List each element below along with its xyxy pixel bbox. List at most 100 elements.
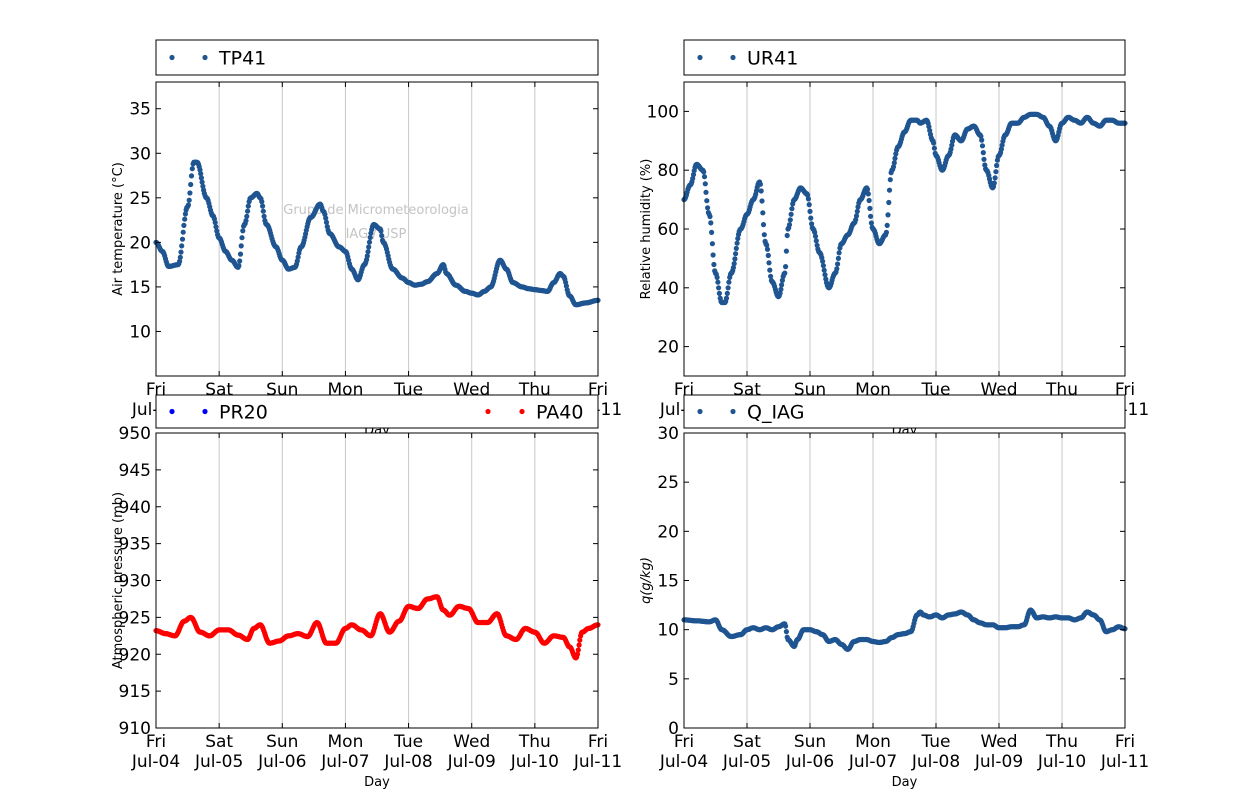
- legend-label: TP41: [218, 48, 266, 70]
- data-point: [868, 213, 874, 219]
- data-point: [865, 191, 871, 197]
- data-point: [367, 234, 373, 241]
- x-tick-label-date: Jul-11: [573, 752, 622, 772]
- data-point: [294, 258, 300, 264]
- data-point: [378, 228, 384, 234]
- data-point: [864, 186, 871, 192]
- data-point: [807, 208, 813, 214]
- x-tick-label-date: Jul-07: [320, 752, 369, 772]
- data-point: [574, 651, 581, 657]
- legend-label: PR20: [219, 402, 268, 424]
- data-point: [789, 206, 795, 212]
- y-tick-label: 915: [119, 682, 151, 702]
- y-tick-label: 40: [657, 279, 679, 299]
- x-tick-label-day: Fri: [674, 732, 694, 752]
- data-point: [890, 164, 897, 170]
- data-point: [782, 270, 788, 276]
- legend-label: PA40: [536, 402, 583, 424]
- data-point: [179, 243, 185, 249]
- x-tick-label-day: Fri: [1115, 732, 1135, 752]
- x-tick-label-date: Jul-10: [510, 752, 559, 772]
- legend-label: Q_IAG: [747, 402, 804, 424]
- x-tick-label-day: Mon: [328, 732, 364, 752]
- y-tick-label: 935: [119, 535, 151, 555]
- x-tick-label-date: Jul-08: [911, 752, 960, 772]
- data-point: [788, 211, 794, 217]
- data-point: [757, 181, 764, 187]
- x-tick-label-date: Jul-09: [447, 752, 496, 772]
- data-point: [764, 246, 771, 252]
- data-point: [245, 208, 251, 214]
- data-point: [708, 220, 714, 226]
- y-tick-label: 30: [129, 144, 151, 164]
- data-point: [178, 249, 184, 255]
- data-point: [834, 266, 840, 272]
- data-point: [927, 127, 933, 134]
- x-tick-label-date: Jul-08: [383, 752, 432, 772]
- y-tick-label: 10: [129, 322, 151, 342]
- data-point: [761, 232, 767, 238]
- data-point: [366, 244, 372, 250]
- legend-marker: [730, 54, 736, 61]
- data-point: [982, 162, 988, 168]
- data-point: [733, 251, 739, 257]
- data-point: [835, 255, 842, 261]
- data-point: [198, 171, 204, 177]
- data-point: [724, 290, 730, 296]
- y-tick-label: 5: [668, 670, 679, 690]
- data-point: [702, 181, 708, 187]
- data-point: [177, 254, 183, 260]
- data-point: [690, 172, 697, 178]
- series-UR41: [681, 111, 1128, 306]
- data-point: [835, 261, 841, 267]
- y-tick-label: 100: [647, 102, 679, 122]
- data-point: [892, 155, 898, 161]
- data-point: [732, 256, 738, 262]
- data-point: [705, 205, 711, 211]
- y-tick-label: 80: [657, 161, 679, 181]
- legend-box: [155, 39, 599, 76]
- data-point: [715, 279, 721, 285]
- data-point: [366, 239, 373, 245]
- data-point: [714, 274, 720, 280]
- data-point: [778, 286, 784, 292]
- data-point: [364, 253, 370, 259]
- data-point: [806, 202, 812, 208]
- data-point: [701, 174, 708, 180]
- legend-marker: [519, 408, 525, 415]
- panel-relative-humidity: 20406080100FriJul-04SatJul-05SunJul-06Mo…: [639, 39, 1149, 438]
- data-point: [821, 267, 827, 273]
- data-point: [701, 169, 707, 175]
- data-point: [187, 190, 193, 196]
- data-point: [867, 205, 873, 211]
- x-tick-label-date: Jul-05: [722, 752, 771, 772]
- y-tick-label: 60: [657, 220, 679, 240]
- data-point: [245, 203, 251, 209]
- x-tick-label-day: Wed: [453, 732, 490, 752]
- plot-area: [156, 433, 598, 728]
- legend-marker: [169, 408, 175, 415]
- x-tick-label-date: Jul-10: [1037, 752, 1086, 772]
- x-tick-label-day: Wed: [980, 732, 1017, 752]
- data-point: [243, 218, 249, 224]
- data-point: [783, 623, 789, 629]
- watermark-line-1: Grupo de Micrometeorologia: [283, 203, 469, 218]
- data-point: [868, 220, 875, 226]
- data-point: [883, 229, 890, 235]
- y-tick-label: 925: [119, 608, 151, 628]
- y-tick-label: 35: [129, 100, 151, 120]
- data-point: [723, 295, 730, 301]
- x-tick-label-day: Sat: [205, 732, 233, 752]
- panel-specific-humidity: 051015202530FriJul-04SatJul-05SunJul-06M…: [639, 394, 1149, 790]
- data-point: [981, 156, 987, 162]
- legend-marker: [697, 408, 703, 415]
- data-point: [186, 197, 192, 203]
- data-point: [979, 143, 986, 149]
- x-tick-label-date: Jul-06: [257, 752, 306, 772]
- y-axis-label: Atmospheric pressure (mb): [111, 492, 126, 669]
- data-point: [783, 629, 790, 635]
- data-point: [784, 232, 790, 239]
- data-point: [295, 254, 301, 260]
- data-point: [323, 219, 330, 225]
